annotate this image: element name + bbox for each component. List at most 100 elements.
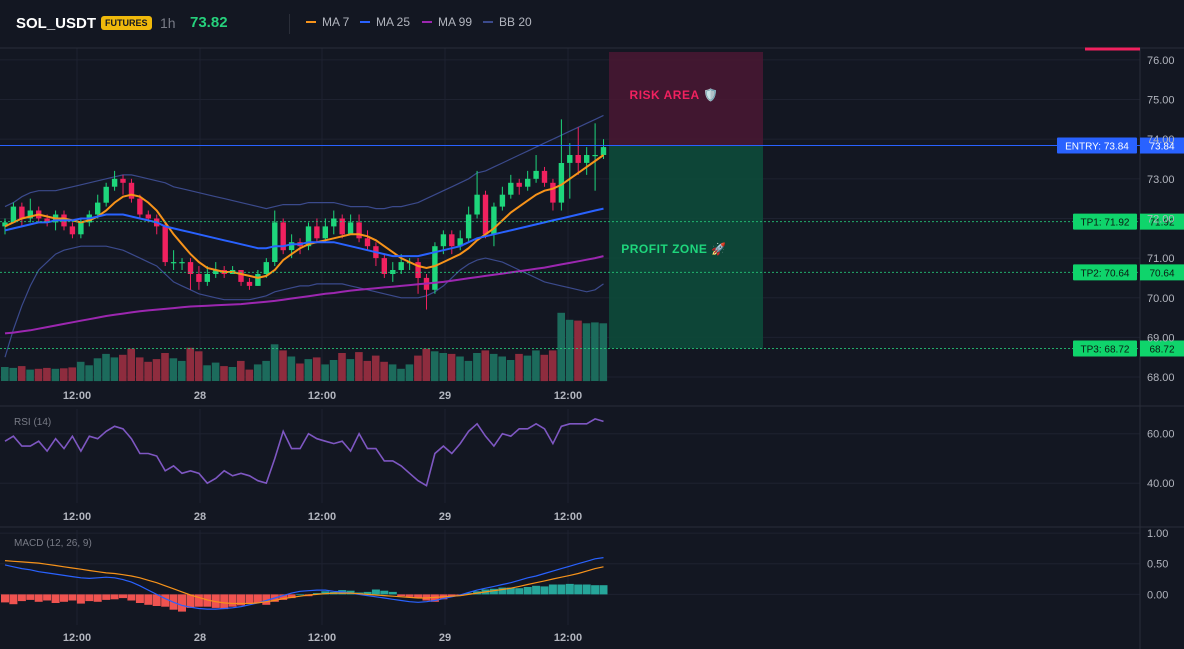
volume-bar (270, 344, 279, 382)
level-tag (1073, 264, 1137, 281)
level-price-label: 68.72 (1149, 344, 1174, 355)
macd-line (4, 557, 604, 610)
macd-histogram-bar (599, 585, 608, 595)
volume-bar (68, 367, 76, 381)
volume-bar (599, 323, 608, 382)
macd-histogram-bar (565, 583, 574, 595)
volume-bar (296, 363, 304, 381)
volume-bar (119, 354, 127, 382)
candle-body (288, 242, 295, 251)
timeframe-label[interactable]: 1h (160, 15, 176, 31)
macd-histogram-bar (43, 594, 52, 601)
legend-bb20[interactable]: BB 20 (483, 15, 532, 29)
legend-label: MA 99 (438, 15, 473, 29)
price-axis-tick: 73.00 (1147, 174, 1175, 186)
volume-bar (557, 312, 565, 382)
macd-histogram-bar (397, 594, 406, 597)
volume-bar (60, 368, 68, 381)
level-tag (1073, 340, 1137, 357)
volume-bar (152, 359, 161, 381)
candle-body (592, 155, 598, 157)
volume-bar (489, 353, 498, 381)
macd-histogram-bar (430, 594, 439, 602)
candle-body (10, 206, 17, 223)
volume-bar (169, 358, 178, 382)
macd-histogram-bar (127, 594, 136, 601)
volume-bar (43, 367, 51, 381)
candle-body (398, 262, 404, 270)
volume-bar (582, 323, 591, 382)
macd-histogram-bar (489, 588, 498, 595)
rsi-axis-tick: 40.00 (1147, 478, 1175, 490)
volume-bar (135, 357, 144, 381)
risk-zone-label: RISK AREA 🛡️ (630, 88, 719, 102)
macd-histogram-bar (76, 594, 85, 604)
candle-body (246, 281, 253, 286)
volume-bar (237, 360, 245, 381)
legend-label: MA 7 (322, 15, 350, 29)
axes: 76.00 75.00 74.00 73.00 72.00 71.00 70.00 69.00… (63, 55, 1175, 644)
last-price: 73.82 (190, 14, 228, 31)
rsi-pane: RSI (14) (4, 417, 604, 487)
volume-bar (279, 350, 287, 381)
volume-bar (321, 364, 329, 381)
rsi-title: RSI (14) (14, 417, 51, 428)
candle-body (162, 226, 168, 263)
volume-bar (287, 356, 296, 381)
macd-pane: MACD (12, 26, 9) (1, 538, 608, 612)
macd-histogram-bar (119, 594, 127, 599)
trade-zones: RISK AREA 🛡️ PROFIT ZONE 🚀 (609, 47, 1140, 349)
macd-histogram-bar (102, 594, 111, 600)
volume-bar (186, 347, 195, 382)
legend-swatch-bb20 (483, 21, 493, 23)
candle-body (516, 182, 522, 187)
level-tag-label: ENTRY: 73.84 (1065, 142, 1129, 153)
volume-bar (9, 367, 17, 381)
candle-body (331, 218, 337, 227)
volume-bar (574, 320, 582, 381)
candle-body (78, 222, 84, 235)
macd-histogram-bar (532, 585, 541, 595)
candle-body (449, 234, 455, 247)
volume-bar (591, 322, 599, 381)
volume-bar (422, 348, 431, 381)
macd-histogram-bar (447, 594, 456, 597)
legend-ma7[interactable]: MA 7 (306, 15, 349, 29)
macd-axis-tick: 0.50 (1147, 559, 1168, 571)
candle-body (550, 182, 556, 203)
time-axis-tick: 12:00 (308, 632, 336, 644)
macd-histogram-bar (591, 585, 600, 595)
volume-bar (565, 319, 574, 382)
symbol-name[interactable]: SOL_USDT (16, 15, 97, 32)
candle-body (525, 178, 531, 187)
level-price-tag (1140, 264, 1184, 281)
legend-ma99[interactable]: MA 99 (422, 15, 472, 29)
candle-body (347, 222, 354, 235)
time-axis-tick: 12:00 (554, 390, 582, 402)
candle-body (238, 270, 244, 282)
level-price-tag (1140, 340, 1184, 357)
macd-histogram-bar (110, 594, 119, 600)
macd-title: MACD (12, 26, 9) (14, 538, 92, 549)
macd-histogram-bar (548, 584, 557, 595)
volume-bar (439, 353, 447, 381)
macd-histogram-bar (523, 587, 532, 595)
macd-histogram-bar (220, 594, 229, 610)
ma7-line (4, 154, 605, 279)
macd-histogram-bar (68, 594, 77, 601)
time-axis-tick: 12:00 (63, 632, 91, 644)
bb-upper-line (4, 114, 604, 210)
candle-body (187, 262, 194, 274)
legend-ma25[interactable]: MA 25 (360, 15, 410, 29)
macd-histogram-bar (287, 594, 296, 599)
volume-bar (456, 356, 464, 381)
candle-body (364, 238, 371, 247)
candle-body (541, 170, 548, 183)
volume-bar (312, 357, 321, 381)
volume-bar (245, 369, 254, 381)
macd-histogram-bar (557, 584, 566, 595)
volume-bar (26, 369, 34, 381)
candle-body (600, 147, 607, 155)
candle-body (499, 194, 506, 207)
macd-histogram-bar (135, 594, 144, 603)
